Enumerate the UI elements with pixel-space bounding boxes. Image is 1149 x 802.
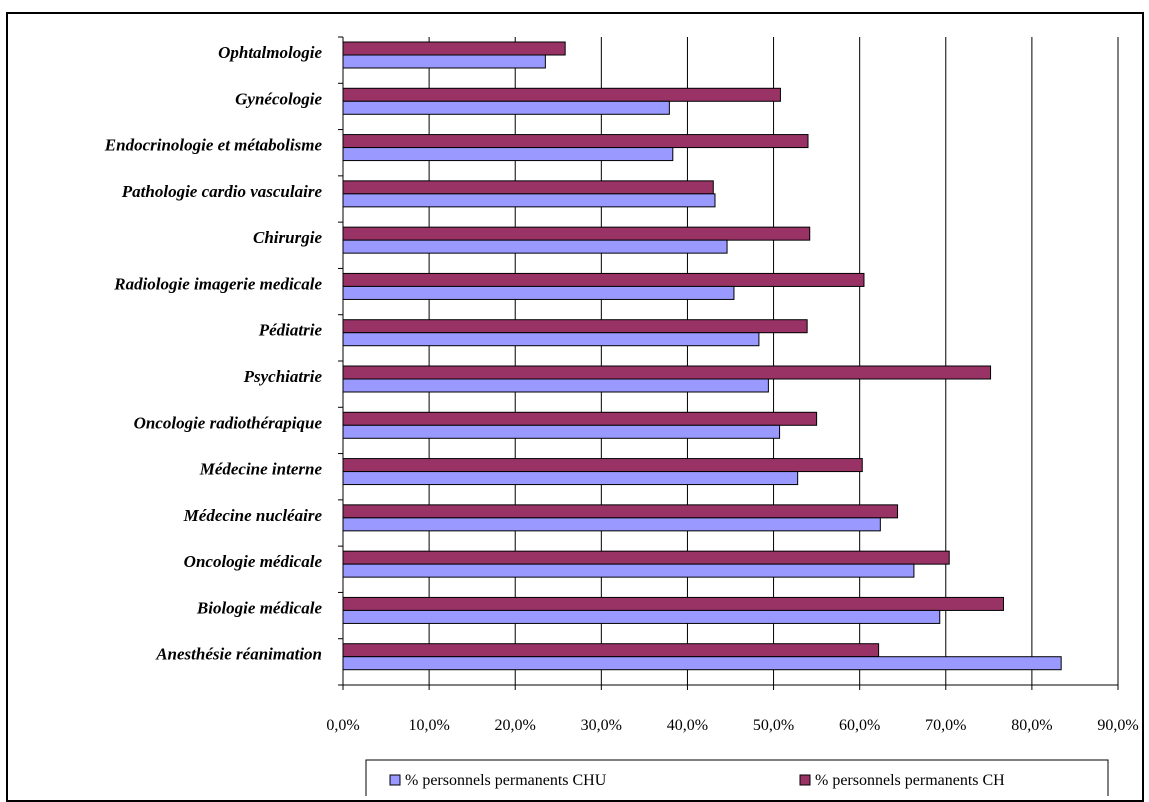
axes (338, 36, 1119, 690)
bar-ch (342, 272, 865, 287)
bar-ch (342, 643, 880, 658)
bar-chu (342, 378, 769, 393)
legend-box (365, 759, 1109, 796)
x-tick-label: 0,0% (326, 717, 359, 734)
bar-chu (342, 656, 1062, 671)
bar-ch (342, 596, 1004, 611)
x-tick-label: 20,0% (495, 717, 536, 734)
bar-chu (342, 609, 941, 624)
legend-swatch-ch (799, 774, 811, 786)
x-tick-label: 10,0% (408, 717, 449, 734)
bar-chu (342, 239, 728, 254)
bar-chu (342, 54, 546, 69)
bar-ch (342, 134, 809, 149)
x-tick-labels: 0,0% 10,0% 20,0% 30,0% 40,0% 50,0% 60,0% 70,0% 8… (326, 717, 1138, 734)
category-label: Anesthésie réanimation (155, 645, 322, 664)
category-label: Oncologie radiothérapique (134, 413, 323, 432)
x-tick-label: 40,0% (667, 717, 708, 734)
category-label: Psychiatrie (243, 367, 323, 386)
bar-ch (342, 319, 808, 334)
category-label: Gynécologie (235, 89, 322, 108)
x-tick-label: 50,0% (753, 717, 794, 734)
x-tick-label: 30,0% (581, 717, 622, 734)
legend: % personnels permanents CHU % personnels… (365, 759, 1109, 796)
category-label: Radiologie imagerie medicale (113, 274, 322, 293)
bar-chu (342, 285, 735, 300)
bar-ch (342, 411, 818, 426)
category-label: Pédiatrie (258, 321, 323, 340)
category-label: Médecine interne (199, 460, 323, 479)
bar-chu (342, 100, 670, 115)
legend-label-chu: % personnels permanents CHU (405, 772, 607, 789)
category-label: Chirurgie (253, 228, 322, 247)
bar-ch (342, 550, 950, 565)
legend-label-ch: % personnels permanents CH (815, 772, 1005, 789)
bar-chu (342, 332, 760, 347)
category-label: Oncologie médicale (184, 552, 323, 571)
bar-chu (342, 424, 781, 439)
bar-chu (342, 193, 716, 208)
category-label: Ophtalmologie (218, 43, 322, 62)
bars (342, 41, 1062, 671)
category-label: Médecine nucléaire (183, 506, 323, 525)
category-label: Pathologie cardio vasculaire (121, 182, 323, 201)
bar-chu (342, 147, 674, 162)
x-tick-label: 60,0% (839, 717, 880, 734)
bar-chu (342, 563, 915, 578)
x-tick-label: 90,0% (1097, 717, 1138, 734)
bar-chu (342, 471, 799, 486)
bar-ch (342, 41, 566, 56)
bar-chu (342, 517, 881, 532)
bar-ch (342, 365, 992, 380)
bar-ch (342, 87, 781, 102)
bar-ch (342, 458, 863, 473)
legend-swatch-chu (389, 774, 401, 786)
category-label: Endocrinologie et métabolisme (104, 136, 323, 155)
x-tick-label: 80,0% (1011, 717, 1052, 734)
x-tick-label: 70,0% (925, 717, 966, 734)
bar-ch (342, 504, 899, 519)
category-labels: Ophtalmologie Gynécologie Endocrinologie e… (104, 43, 323, 664)
category-label: Biologie médicale (196, 598, 323, 617)
bar-ch (342, 180, 714, 195)
bar-ch (342, 226, 811, 241)
